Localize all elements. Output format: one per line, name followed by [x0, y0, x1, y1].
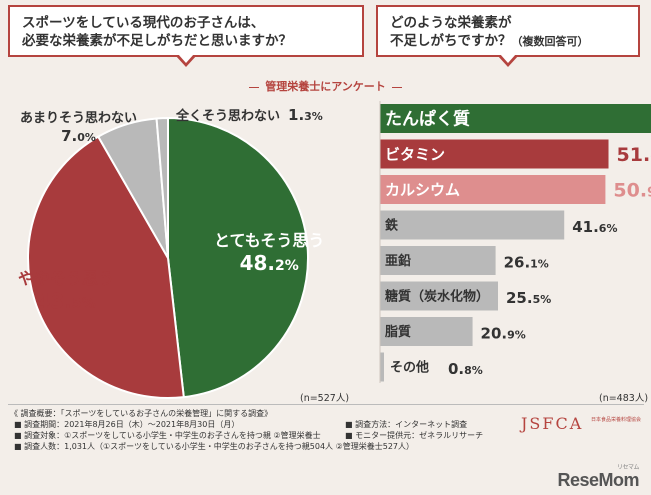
resemom-watermark: リセマム ReseMom — [557, 465, 639, 491]
bar-category-label: 脂質 — [384, 324, 411, 340]
bar-value-label: 25.5% — [506, 289, 551, 307]
pie-value-label: 48.2% — [239, 251, 299, 275]
question-right-box: どのような栄養素が 不足しがちですか？（複数回答可） — [376, 5, 640, 67]
bar-category-label: カルシウム — [385, 181, 460, 199]
question-right-line1: どのような栄養素が — [390, 15, 512, 31]
question-left-line2: 必要な栄養素が不足しがちだと思いますか？ — [22, 33, 292, 49]
bar-value-label: 50.9% — [613, 180, 651, 202]
bar-value-int: 20. — [481, 325, 508, 343]
question-right-note: （複数回答可） — [511, 35, 589, 48]
bar-value-label: 20.9% — [481, 325, 526, 343]
pie-slice-1 — [26, 135, 185, 399]
pie-slice-0 — [167, 116, 309, 399]
bar-value-label: 0.8% — [448, 360, 483, 378]
watermark-text: ReseMom — [557, 470, 639, 490]
bar-category-label: ビタミン — [385, 145, 445, 163]
pie-label-0: とてもそう思う 48.2% — [214, 227, 324, 275]
bar-value-dec: 9% — [647, 186, 651, 201]
pie-category-label: とてもそう思う — [214, 231, 325, 250]
bar-value-int: 41. — [572, 218, 599, 236]
watermark-ruby: リセマム — [616, 465, 640, 471]
bar-value-label: 51.6% — [617, 144, 651, 166]
bar-category-label: 鉄 — [385, 218, 398, 234]
bar-5 — [380, 281, 498, 311]
footnote-period: ■ 調査期間：2021年8月26日（木）～2021年8月30日（月） — [14, 420, 240, 429]
footnote-target: ■ 調査対象：①スポーツをしている小学生・中学生のお子さんを持つ親 ②管理栄養士 — [14, 431, 321, 440]
bar-4 — [380, 246, 496, 275]
survey-caption-text: 管理栄養士にアンケート — [265, 80, 386, 93]
bar-category-label: 亜鉛 — [385, 253, 411, 269]
bar-sample-size: (n=483人) — [599, 393, 649, 404]
bar-value-int: 26. — [504, 254, 531, 272]
bar-category-label: その他 — [390, 360, 429, 376]
question-left-line1: スポーツをしている現代のお子さんは、 — [22, 15, 265, 31]
bar-value-label: 41.6% — [572, 218, 617, 236]
question-left-box: スポーツをしている現代のお子さんは、 必要な栄養素が不足しがちだと思いますか？ — [8, 5, 364, 67]
pie-category-label: 全くそう思わない — [176, 109, 281, 124]
bar-value-int: 0. — [448, 360, 464, 378]
question-right-line2-main: 不足しがちですか？ — [390, 33, 512, 49]
footer-divider — [8, 404, 644, 405]
pie-category-label: ややそう思う — [18, 269, 115, 288]
bar-3 — [380, 210, 565, 240]
bar-value-label: 26.1% — [504, 254, 549, 272]
speech-pointer-inner — [500, 54, 516, 63]
pie-label-3: 全くそう思わない 1.3% — [176, 105, 323, 124]
pie-slice-3 — [155, 116, 169, 259]
footnote-method: ■ 調査方法：インターネット調査 — [345, 420, 468, 429]
bar-value-dec: 1% — [530, 258, 549, 271]
bar-0 — [380, 104, 651, 133]
pie-value-label: 43.5% — [36, 289, 96, 313]
logo-text: JSFCA — [521, 414, 584, 433]
footnote-count: ■ 調査人数：1,031人（①スポーツをしている小学生・中学生のお子さんを持つ親… — [14, 442, 415, 451]
survey-footer: 《 調査概要：「スポーツをしているお子さんの栄養管理」に関する調査》 ■ 調査期… — [0, 404, 651, 495]
pie-value-label: 1.3% — [288, 106, 323, 124]
bar-value-dec: 6% — [599, 222, 618, 235]
footnote-overview: 《 調査概要：「スポーツをしているお子さんの栄養管理」に関する調査》 — [10, 409, 273, 418]
bar-value-int: 50. — [613, 180, 647, 202]
bar-6 — [380, 317, 473, 346]
speech-pointer-inner — [178, 54, 194, 63]
bar-2 — [380, 175, 606, 204]
survey-caption: 管理栄養士にアンケート — [0, 78, 651, 94]
pie-label-2: あまりそう思わない 7.0% — [20, 107, 137, 145]
bar-1 — [380, 139, 609, 169]
bar-7 — [380, 352, 384, 382]
bar-value-int: 25. — [506, 289, 533, 307]
jsfca-logo: JSFCA 日本食品栄養料理協会 — [521, 414, 641, 433]
logo-subtext: 日本食品栄養料理協会 — [591, 417, 642, 423]
bar-category-label: たんぱく質 — [385, 109, 470, 130]
pie-label-1: ややそう思う 43.5% — [18, 265, 114, 313]
caption-dash-right — [391, 86, 402, 88]
bar-value-int: 51. — [617, 144, 651, 166]
bar-value-dec: 9% — [507, 329, 526, 342]
bar-category-label: 糖質（炭水化物） — [385, 289, 489, 305]
caption-dash-left — [249, 86, 260, 88]
footnote-monitor: ■ モニター提供元：ゼネラルリサーチ — [345, 431, 484, 440]
bar-value-dec: 8% — [464, 364, 483, 377]
bar-value-dec: 5% — [533, 293, 552, 306]
question-right-line2: 不足しがちですか？（複数回答可） — [390, 32, 626, 51]
pie-sample-size: (n=527人) — [300, 393, 350, 404]
pie-value-label: 7.0% — [61, 127, 96, 145]
pie-category-label: あまりそう思わない — [20, 111, 138, 126]
